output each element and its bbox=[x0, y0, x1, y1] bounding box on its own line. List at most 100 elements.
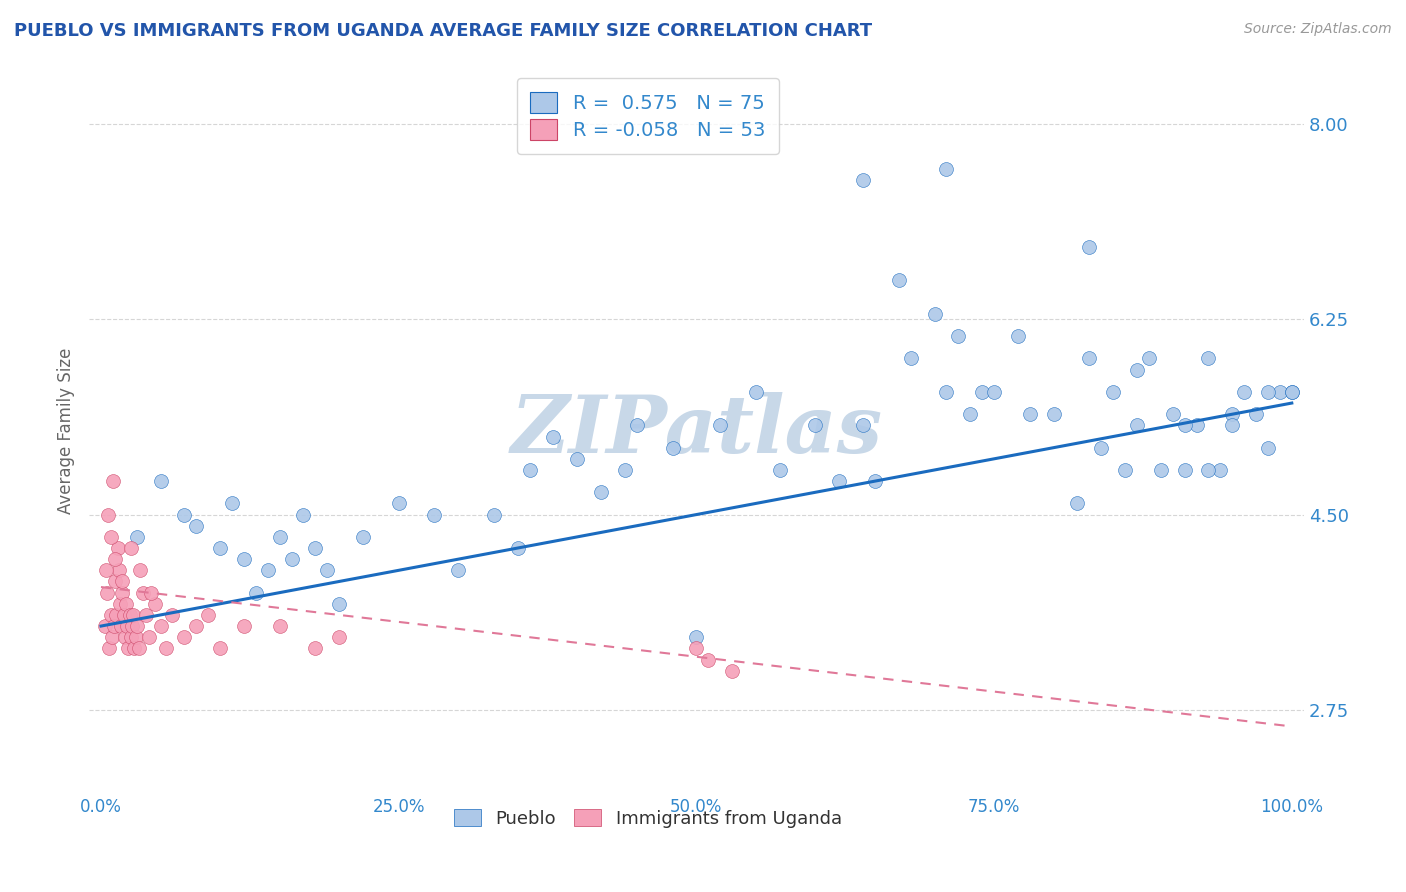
Point bbox=[128, 641, 150, 656]
Point bbox=[138, 630, 160, 644]
Point bbox=[115, 619, 138, 633]
Point bbox=[105, 607, 128, 622]
Point bbox=[1090, 441, 1112, 455]
Point bbox=[107, 541, 129, 555]
Point bbox=[352, 530, 374, 544]
Point bbox=[100, 607, 122, 622]
Point bbox=[186, 619, 208, 633]
Point bbox=[111, 574, 134, 589]
Point bbox=[111, 585, 134, 599]
Text: PUEBLO VS IMMIGRANTS FROM UGANDA AVERAGE FAMILY SIZE CORRELATION CHART: PUEBLO VS IMMIGRANTS FROM UGANDA AVERAGE… bbox=[14, 22, 872, 40]
Point bbox=[661, 441, 683, 455]
Point bbox=[1126, 362, 1149, 376]
Point bbox=[863, 474, 886, 488]
Point bbox=[120, 541, 142, 555]
Point bbox=[1220, 407, 1243, 421]
Point bbox=[304, 641, 326, 656]
Point bbox=[804, 418, 827, 433]
Point bbox=[1233, 384, 1256, 399]
Point bbox=[173, 508, 195, 522]
Point bbox=[96, 585, 118, 599]
Point bbox=[245, 585, 267, 599]
Point bbox=[104, 574, 127, 589]
Point bbox=[1018, 407, 1040, 421]
Point bbox=[1161, 407, 1184, 421]
Point bbox=[506, 541, 529, 555]
Point bbox=[143, 597, 166, 611]
Point bbox=[924, 307, 946, 321]
Point bbox=[900, 351, 922, 366]
Point bbox=[125, 530, 148, 544]
Point bbox=[186, 518, 208, 533]
Point bbox=[1102, 384, 1125, 399]
Point bbox=[1126, 418, 1149, 433]
Point bbox=[221, 496, 243, 510]
Point bbox=[935, 161, 957, 176]
Point bbox=[1042, 407, 1064, 421]
Point bbox=[543, 429, 565, 443]
Point bbox=[482, 508, 505, 522]
Point bbox=[122, 607, 145, 622]
Point bbox=[117, 641, 139, 656]
Point bbox=[94, 563, 117, 577]
Point bbox=[1066, 496, 1088, 510]
Point bbox=[613, 463, 636, 477]
Point bbox=[1244, 407, 1267, 421]
Point bbox=[269, 619, 291, 633]
Point bbox=[983, 384, 1005, 399]
Point bbox=[232, 552, 254, 566]
Point bbox=[108, 597, 131, 611]
Point bbox=[769, 463, 792, 477]
Point bbox=[173, 630, 195, 644]
Point bbox=[1220, 418, 1243, 433]
Point bbox=[1078, 240, 1101, 254]
Point bbox=[626, 418, 648, 433]
Point bbox=[131, 585, 153, 599]
Y-axis label: Average Family Size: Average Family Size bbox=[58, 348, 75, 514]
Point bbox=[1137, 351, 1160, 366]
Point bbox=[1257, 441, 1279, 455]
Point bbox=[103, 619, 125, 633]
Point bbox=[697, 652, 720, 666]
Point bbox=[328, 597, 350, 611]
Point bbox=[1007, 329, 1029, 343]
Point bbox=[591, 485, 613, 500]
Point bbox=[104, 552, 127, 566]
Point bbox=[328, 630, 350, 644]
Point bbox=[110, 619, 132, 633]
Point bbox=[197, 607, 219, 622]
Point bbox=[93, 619, 115, 633]
Legend: Pueblo, Immigrants from Uganda: Pueblo, Immigrants from Uganda bbox=[447, 802, 849, 835]
Point bbox=[269, 530, 291, 544]
Point bbox=[388, 496, 411, 510]
Point bbox=[1197, 463, 1219, 477]
Point bbox=[887, 273, 910, 287]
Point bbox=[828, 474, 851, 488]
Point bbox=[852, 173, 875, 187]
Point bbox=[280, 552, 302, 566]
Point bbox=[745, 384, 768, 399]
Point bbox=[162, 607, 184, 622]
Point bbox=[1281, 384, 1303, 399]
Point bbox=[852, 418, 875, 433]
Point bbox=[209, 541, 232, 555]
Point bbox=[1281, 384, 1303, 399]
Point bbox=[139, 585, 162, 599]
Point bbox=[1268, 384, 1291, 399]
Point bbox=[256, 563, 278, 577]
Point bbox=[1209, 463, 1232, 477]
Point bbox=[685, 641, 707, 656]
Point bbox=[316, 563, 339, 577]
Point bbox=[1257, 384, 1279, 399]
Point bbox=[972, 384, 994, 399]
Point bbox=[1197, 351, 1219, 366]
Point bbox=[114, 630, 136, 644]
Point bbox=[232, 619, 254, 633]
Point bbox=[100, 530, 122, 544]
Point bbox=[1150, 463, 1173, 477]
Point bbox=[124, 630, 146, 644]
Point bbox=[120, 630, 142, 644]
Point bbox=[108, 563, 131, 577]
Point bbox=[567, 451, 589, 466]
Point bbox=[447, 563, 470, 577]
